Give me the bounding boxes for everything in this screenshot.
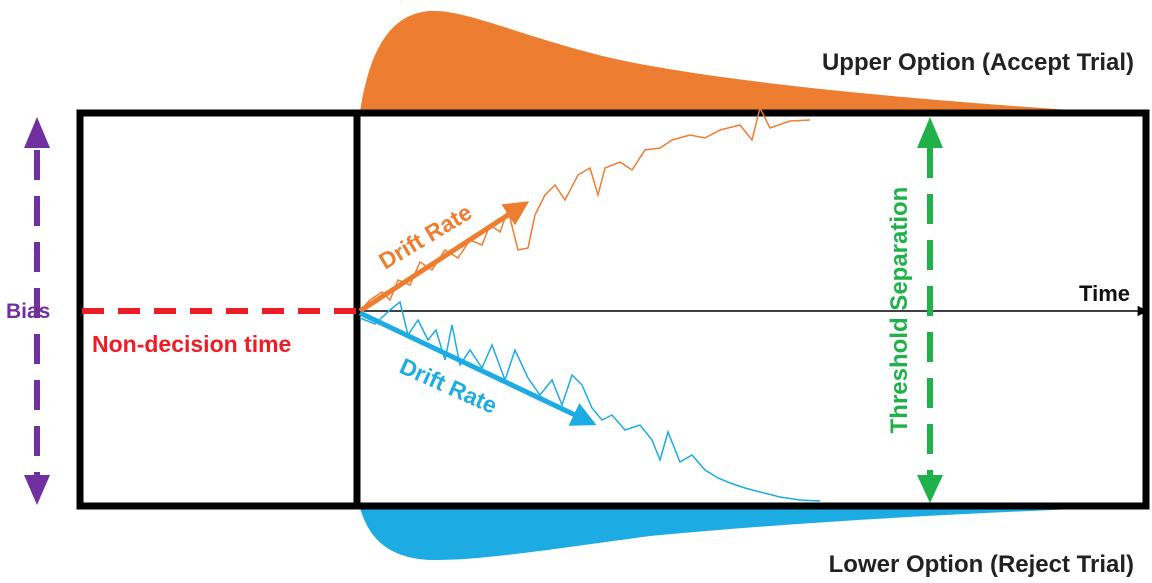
lower-option-label: Lower Option (Reject Trial): [829, 551, 1134, 578]
lower-rt-distribution: [360, 508, 1100, 561]
upper-rt-distribution: [360, 10, 1100, 112]
time-label: Time: [1079, 281, 1130, 306]
upper-evidence-path: [359, 105, 811, 312]
non-decision-time-label: Non-decision time: [92, 331, 291, 357]
lower-drift-rate-arrow: [358, 310, 597, 426]
bias-arrowhead-down: [24, 475, 50, 505]
upper-drift-rate-label: Drift Rate: [374, 199, 476, 275]
lower-drift-rate-label: Drift Rate: [396, 353, 501, 419]
bias-arrowhead-up: [24, 117, 50, 148]
decision-box: [353, 109, 1150, 510]
lower-evidence-path: [359, 300, 821, 502]
threshold-separation-label: Threshold Separation: [886, 187, 913, 434]
threshold-arrowhead-up: [917, 117, 943, 148]
bias-label: Bias: [6, 300, 50, 323]
upper-option-label: Upper Option (Accept Trial): [822, 49, 1134, 76]
threshold-arrowhead-down: [917, 475, 943, 503]
upper-drift-rate-arrow: [358, 201, 530, 314]
